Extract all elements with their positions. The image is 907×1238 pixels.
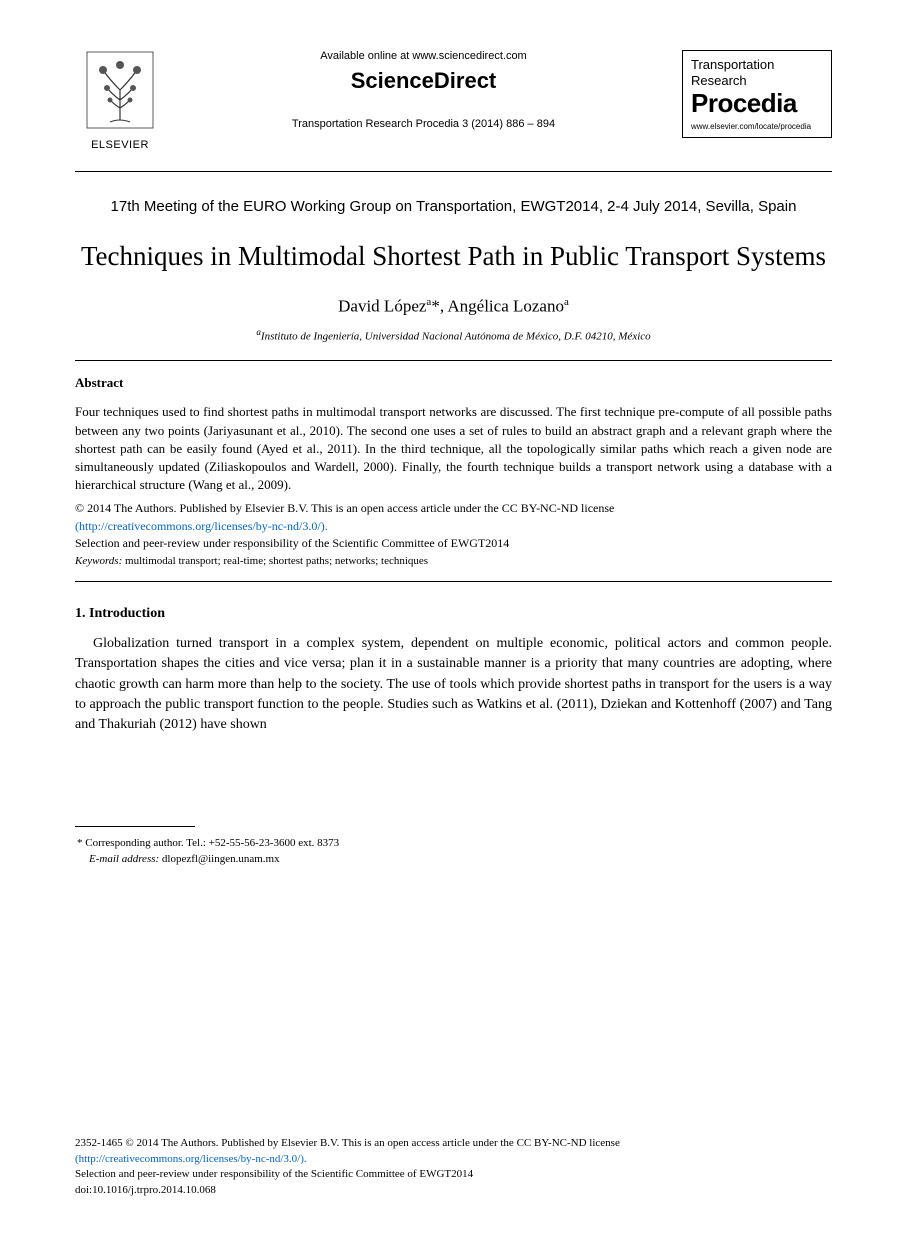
- abstract-body: Four techniques used to find shortest pa…: [75, 403, 832, 494]
- affiliation-line: aInstituto de Ingeniería, Universidad Na…: [75, 327, 832, 343]
- procedia-url: www.elsevier.com/locate/procedia: [691, 122, 823, 131]
- abstract-selection-text: Selection and peer-review under responsi…: [75, 536, 832, 551]
- publisher-name: ELSEVIER: [75, 139, 165, 151]
- author-2-affil-sup: a: [564, 296, 569, 308]
- abstract-license-link[interactable]: (http://creativecommons.org/licenses/by-…: [75, 519, 832, 534]
- footer-selection-text: Selection and peer-review under responsi…: [75, 1167, 832, 1182]
- authors-line: David Lópeza*, Angélica Lozanoa: [75, 296, 832, 317]
- sciencedirect-logo: ScienceDirect: [185, 68, 662, 94]
- corresponding-author-line: * Corresponding author. Tel.: +52-55-56-…: [89, 835, 832, 852]
- keywords-label: Keywords:: [75, 555, 122, 567]
- procedia-subtitle-2: Research: [691, 73, 823, 89]
- affiliation-text: Instituto de Ingeniería, Universidad Nac…: [261, 330, 651, 342]
- footer-block: 2352-1465 © 2014 The Authors. Published …: [75, 1136, 832, 1198]
- procedia-name: Procedia: [691, 90, 823, 116]
- procedia-block: Transportation Research Procedia www.els…: [682, 50, 832, 138]
- divider-before-abstract: [75, 360, 832, 361]
- author-1-corresponding-mark: *: [431, 297, 440, 316]
- abstract-copyright: © 2014 The Authors. Published by Elsevie…: [75, 500, 832, 517]
- email-label: E-mail address:: [89, 853, 159, 865]
- journal-reference: Transportation Research Procedia 3 (2014…: [185, 118, 662, 130]
- keywords-text: multimodal transport; real-time; shortes…: [122, 555, 428, 567]
- paper-title: Techniques in Multimodal Shortest Path i…: [75, 239, 832, 274]
- center-header: Available online at www.sciencedirect.co…: [165, 50, 682, 130]
- available-online-text: Available online at www.sciencedirect.co…: [185, 50, 662, 62]
- conference-info: 17th Meeting of the EURO Working Group o…: [75, 196, 832, 217]
- keywords-line: Keywords: multimodal transport; real-tim…: [75, 555, 832, 567]
- footer-doi: doi:10.1016/j.trpro.2014.10.068: [75, 1183, 832, 1198]
- footnote-block: * Corresponding author. Tel.: +52-55-56-…: [75, 835, 832, 868]
- section-1-paragraph-1: Globalization turned transport in a comp…: [75, 634, 832, 735]
- section-1-heading: 1. Introduction: [75, 606, 832, 622]
- paper-page: ELSEVIER Available online at www.science…: [0, 0, 907, 1238]
- publisher-block: ELSEVIER: [75, 50, 165, 151]
- author-1-name: David López: [338, 297, 426, 316]
- footnote-divider: [75, 826, 195, 827]
- corresponding-text: * Corresponding author. Tel.: +52-55-56-…: [77, 837, 339, 849]
- abstract-heading: Abstract: [75, 375, 832, 391]
- procedia-subtitle-1: Transportation: [691, 57, 823, 73]
- divider-after-abstract: [75, 581, 832, 582]
- author-2-name: Angélica Lozano: [447, 297, 564, 316]
- divider-top: [75, 171, 832, 172]
- footer-license-link[interactable]: (http://creativecommons.org/licenses/by-…: [75, 1152, 832, 1167]
- footer-issn-copyright: 2352-1465 © 2014 The Authors. Published …: [75, 1136, 832, 1151]
- elsevier-tree-logo: [85, 50, 155, 130]
- email-line: E-mail address: dlopezfl@iingen.unam.mx: [89, 851, 832, 868]
- email-address: dlopezfl@iingen.unam.mx: [159, 853, 279, 865]
- header-row: ELSEVIER Available online at www.science…: [75, 50, 832, 151]
